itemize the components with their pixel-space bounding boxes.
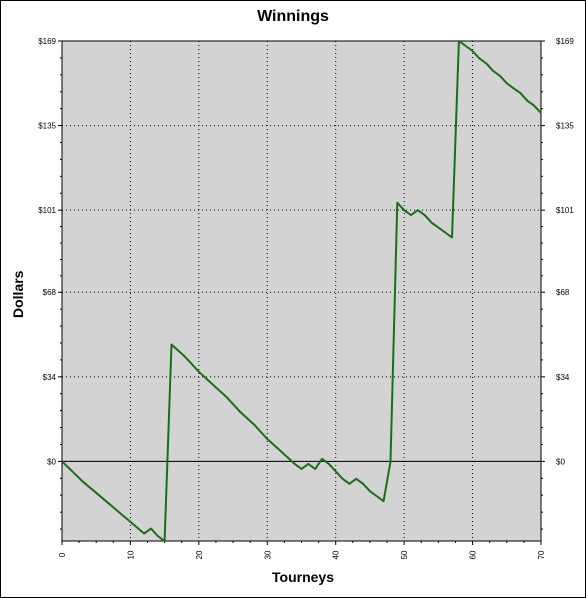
x-tick-label: 10	[126, 550, 135, 559]
x-tick-label: 60	[469, 550, 478, 559]
y-tick-label-left: $101	[38, 206, 56, 215]
x-axis-label: Tourneys	[272, 569, 334, 585]
y-tick-label-right: $68	[556, 288, 570, 297]
x-tick-label: 70	[537, 550, 546, 559]
y-tick-label-right: $169	[556, 37, 574, 46]
y-tick-label-left: $68	[43, 288, 57, 297]
x-tick-label: 30	[263, 550, 272, 559]
y-tick-label-right: $0	[556, 457, 565, 466]
tick-labels: 0 10 20 30 40 50 60 70 $0 $0 $34 $34 $68 $68 $101 $101 $…	[38, 37, 574, 559]
axis-ticks	[58, 40, 545, 545]
plot-area	[61, 40, 542, 542]
y-tick-label-right: $34	[556, 373, 570, 382]
x-tick-label: 50	[400, 550, 409, 559]
y-tick-label-left: $135	[38, 122, 56, 131]
x-tick-label: 20	[195, 550, 204, 559]
y-tick-label-right: $101	[556, 206, 574, 215]
y-tick-label-left: $169	[38, 37, 56, 46]
y-tick-label-right: $135	[556, 122, 574, 131]
y-tick-label-left: $34	[43, 373, 57, 382]
grid-lines	[62, 41, 541, 541]
series-line	[61, 40, 542, 542]
y-tick-label-left: $0	[47, 457, 56, 466]
x-tick-label: 0	[58, 552, 67, 557]
chart-title: Winnings	[257, 8, 329, 25]
x-tick-label: 40	[332, 550, 341, 559]
